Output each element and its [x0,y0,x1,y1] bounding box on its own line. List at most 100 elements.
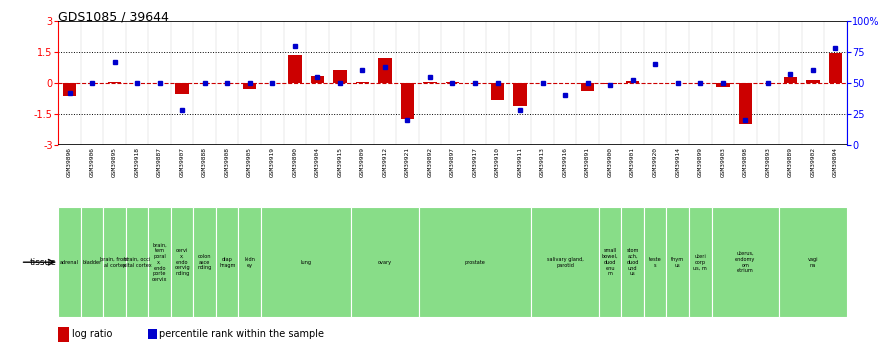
Text: GSM39898: GSM39898 [743,147,748,177]
Text: colon
asce
nding: colon asce nding [197,254,211,270]
Bar [513,83,527,106]
Bar [261,207,351,317]
Text: percentile rank within the sample: percentile rank within the sample [159,329,324,339]
Text: GSM39902: GSM39902 [810,147,815,177]
Text: GSM39909: GSM39909 [360,147,365,177]
Text: ovary: ovary [378,260,392,265]
Text: GSM39890: GSM39890 [292,147,297,177]
Bar [581,83,594,91]
Text: kidn
ey: kidn ey [245,257,255,268]
Text: GDS1085 / 39644: GDS1085 / 39644 [58,10,169,23]
Bar [333,70,347,83]
Text: GSM39892: GSM39892 [427,147,433,177]
Bar [125,207,149,317]
Text: GSM39894: GSM39894 [833,147,838,177]
Bar [531,207,599,317]
Bar [780,207,847,317]
Text: lung: lung [300,260,312,265]
Bar [806,80,820,83]
Bar [418,207,531,317]
Text: bladder: bladder [82,260,101,265]
Bar [378,58,392,83]
Text: tissue: tissue [30,258,56,267]
Text: GSM39895: GSM39895 [112,147,117,177]
Bar [716,83,729,87]
Text: GSM39888: GSM39888 [202,147,207,177]
Bar [176,83,189,94]
Bar [194,207,216,317]
Text: GSM39911: GSM39911 [518,147,522,177]
Text: adrenal: adrenal [60,260,79,265]
Text: GSM39919: GSM39919 [270,147,275,177]
Text: GSM39889: GSM39889 [788,147,793,177]
Text: GSM39917: GSM39917 [472,147,478,177]
Text: GSM39914: GSM39914 [676,147,680,177]
Bar [423,82,436,83]
Bar [445,82,460,83]
Bar [81,207,103,317]
Text: GSM39921: GSM39921 [405,147,410,177]
Bar [149,207,171,317]
Text: GSM39900: GSM39900 [607,147,613,177]
Text: GSM39891: GSM39891 [585,147,590,177]
Bar [356,82,369,83]
Text: thym
us: thym us [671,257,685,268]
Text: log ratio: log ratio [72,329,112,339]
Text: stom
ach,
duod
und
us: stom ach, duod und us [626,248,639,276]
Bar [401,83,414,119]
Text: diap
hragm: diap hragm [219,257,236,268]
Bar [644,207,667,317]
Bar [784,77,797,83]
Bar [351,207,418,317]
Text: small
bowel,
duod
enu
m: small bowel, duod enu m [602,248,618,276]
Text: GSM39901: GSM39901 [630,147,635,177]
Text: vagi
na: vagi na [807,257,818,268]
Text: GSM39899: GSM39899 [698,147,702,177]
Text: GSM39907: GSM39907 [179,147,185,177]
Bar [171,207,194,317]
Text: GSM39887: GSM39887 [157,147,162,177]
Text: brain, occi
pital cortex: brain, occi pital cortex [123,257,151,268]
Bar [103,207,125,317]
Text: brain, front
al cortex: brain, front al cortex [100,257,129,268]
Text: GSM39915: GSM39915 [337,147,342,177]
Bar [599,207,622,317]
Text: GSM39913: GSM39913 [540,147,545,177]
Text: GSM39920: GSM39920 [652,147,658,177]
Text: GSM39918: GSM39918 [134,147,140,177]
Bar [63,83,76,96]
Text: GSM39912: GSM39912 [383,147,387,177]
Bar [108,82,121,83]
Text: uterus,
endomy
om
etrium: uterus, endomy om etrium [735,251,755,273]
Bar [288,55,302,83]
Text: GSM39897: GSM39897 [450,147,455,177]
Text: teste
s: teste s [649,257,661,268]
Bar [243,83,256,89]
Text: GSM39910: GSM39910 [495,147,500,177]
Text: uteri
corp
us, m: uteri corp us, m [694,254,707,270]
Bar [738,83,752,124]
Bar [311,76,324,83]
Bar [603,83,617,84]
Bar [711,207,780,317]
Bar [491,83,504,100]
Bar [622,207,644,317]
Text: brain,
tem
poral
x,
endo
porte
cervix: brain, tem poral x, endo porte cervix [151,242,168,282]
Bar [626,81,640,83]
Text: prostate: prostate [464,260,486,265]
Text: salivary gland,
parotid: salivary gland, parotid [547,257,583,268]
Text: GSM39916: GSM39916 [563,147,568,177]
Text: GSM39896: GSM39896 [67,147,72,177]
Bar [667,207,689,317]
Text: GSM39904: GSM39904 [314,147,320,177]
Bar [689,207,711,317]
Text: GSM39905: GSM39905 [247,147,253,177]
Text: GSM39906: GSM39906 [90,147,95,177]
Bar [216,207,238,317]
Bar [829,53,842,83]
Text: cervi
x,
endo
cervig
nding: cervi x, endo cervig nding [175,248,190,276]
Text: GSM39893: GSM39893 [765,147,771,177]
Text: GSM39908: GSM39908 [225,147,229,177]
Bar [58,207,81,317]
Bar [238,207,261,317]
